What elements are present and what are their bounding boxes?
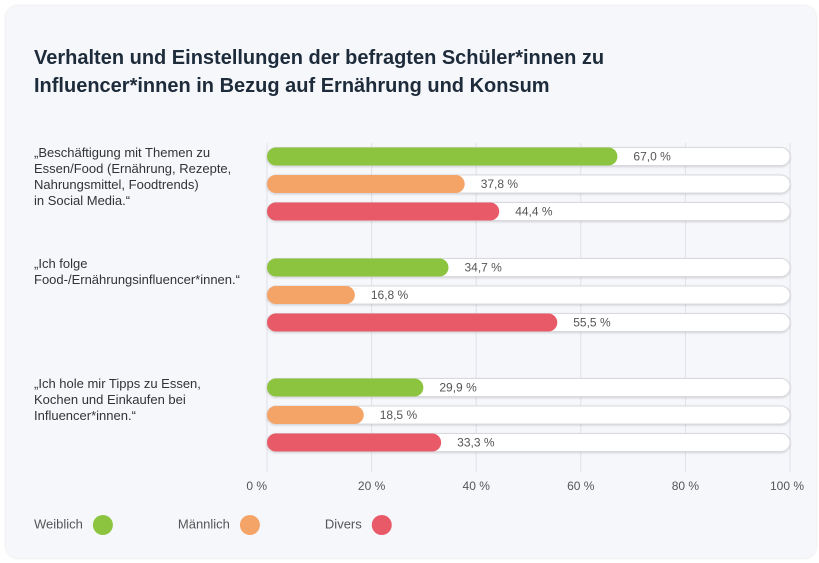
legend-swatch: [371, 515, 392, 535]
bar: [267, 286, 355, 304]
value-label: 44,4 %: [515, 205, 553, 219]
value-label: 37,8 %: [481, 177, 519, 191]
x-tick-label: 60 %: [567, 479, 595, 493]
x-tick-label: 40 %: [463, 479, 491, 493]
bar: [267, 147, 618, 166]
value-label: 55,5 %: [573, 316, 611, 330]
x-tick-label: 100 %: [770, 479, 804, 493]
value-label: 34,7 %: [464, 261, 502, 275]
bar: [267, 313, 558, 332]
bar: [267, 378, 424, 397]
bar: [267, 202, 500, 221]
legend-swatch: [92, 515, 113, 535]
x-tick-label: 20 %: [358, 479, 386, 493]
value-label: 29,9 %: [439, 381, 477, 395]
category-label: „Ich folge Food-/Ernährungsinfluencer*in…: [34, 255, 240, 287]
bar: [267, 258, 449, 277]
value-label: 67,0 %: [633, 150, 671, 164]
bar: [267, 433, 442, 452]
category-label: „Ich hole mir Tipps zu Essen, Kochen und…: [34, 375, 201, 423]
value-label: 16,8 %: [371, 288, 409, 302]
value-label: 18,5 %: [380, 408, 418, 422]
card: Verhalten und Einstellungen der befragte…: [6, 6, 816, 558]
x-tick-label: 0 %: [246, 479, 267, 493]
legend-label: Männlich: [178, 516, 230, 531]
x-tick-label: 80 %: [672, 479, 700, 493]
value-label: 33,3 %: [457, 436, 495, 450]
category-label: „Beschäftigung mit Themen zu Essen/Food …: [34, 144, 232, 208]
legend-label: Divers: [325, 516, 362, 531]
bar: [267, 406, 364, 424]
chart-title: Verhalten und Einstellungen der befragte…: [34, 47, 605, 97]
legend-swatch: [239, 515, 260, 535]
bar: [267, 175, 465, 193]
legend-label: Weiblich: [34, 516, 83, 531]
